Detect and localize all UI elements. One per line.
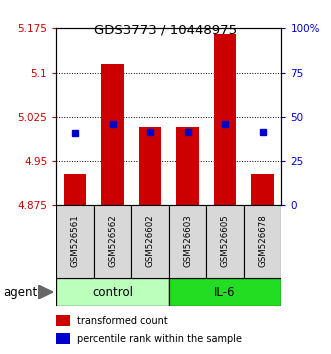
Bar [56, 315, 70, 326]
FancyBboxPatch shape [169, 278, 281, 306]
Bar [214, 34, 236, 205]
Text: GSM526603: GSM526603 [183, 214, 192, 267]
FancyBboxPatch shape [206, 205, 244, 278]
Text: GSM526678: GSM526678 [258, 214, 267, 267]
FancyBboxPatch shape [244, 205, 281, 278]
Text: GSM526561: GSM526561 [71, 214, 79, 267]
Bar [64, 174, 86, 205]
Text: control: control [92, 286, 133, 298]
Text: percentile rank within the sample: percentile rank within the sample [76, 334, 242, 344]
Polygon shape [38, 285, 53, 299]
Bar [56, 333, 70, 344]
Text: GSM526562: GSM526562 [108, 214, 117, 267]
Text: GSM526605: GSM526605 [220, 214, 230, 267]
Text: GSM526602: GSM526602 [146, 214, 155, 267]
Text: transformed count: transformed count [76, 316, 167, 326]
Text: IL-6: IL-6 [214, 286, 236, 298]
FancyBboxPatch shape [131, 205, 169, 278]
Bar [101, 64, 124, 205]
FancyBboxPatch shape [169, 205, 206, 278]
Text: GDS3773 / 10448975: GDS3773 / 10448975 [94, 23, 237, 36]
FancyBboxPatch shape [56, 278, 169, 306]
Bar [251, 174, 274, 205]
Bar [139, 127, 161, 205]
FancyBboxPatch shape [56, 205, 94, 278]
FancyBboxPatch shape [94, 205, 131, 278]
Bar [176, 127, 199, 205]
Text: agent: agent [3, 286, 37, 298]
